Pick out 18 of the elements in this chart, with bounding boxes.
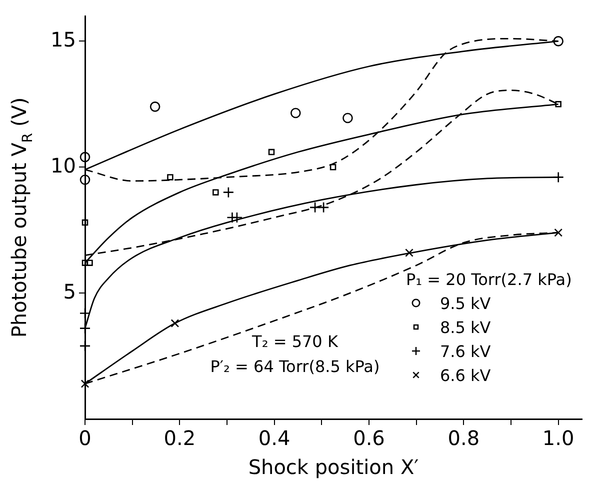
x-tick-label: 0.4 (258, 426, 290, 450)
legend-label: 9.5 kV (440, 294, 491, 313)
legend-title: P₁ = 20 Torr(2.7 kPa) (406, 270, 572, 289)
x-tick-label: 0 (78, 426, 92, 450)
y-tick-label: 5 (63, 279, 76, 304)
x-tick-label: 1.0 (542, 426, 574, 450)
y-axis-title: Phototube output VR (V) (7, 97, 36, 338)
annotation: P′₂ = 64 Torr(8.5 kPa) (210, 357, 380, 376)
legend-label: 7.6 kV (440, 342, 491, 361)
annotation: T₂ = 570 K (251, 332, 338, 351)
x-tick-label: 0.8 (448, 426, 480, 450)
legend-label: 8.5 kV (440, 318, 491, 337)
x-axis-title: Shock position X′ (248, 455, 420, 479)
y-tick-label: 15 (50, 27, 76, 52)
x-tick-label: 0.2 (164, 426, 196, 450)
y-tick-label: 10 (50, 153, 76, 178)
x-tick-label: 0.6 (353, 426, 385, 450)
legend-label: 6.6 kV (440, 366, 491, 385)
